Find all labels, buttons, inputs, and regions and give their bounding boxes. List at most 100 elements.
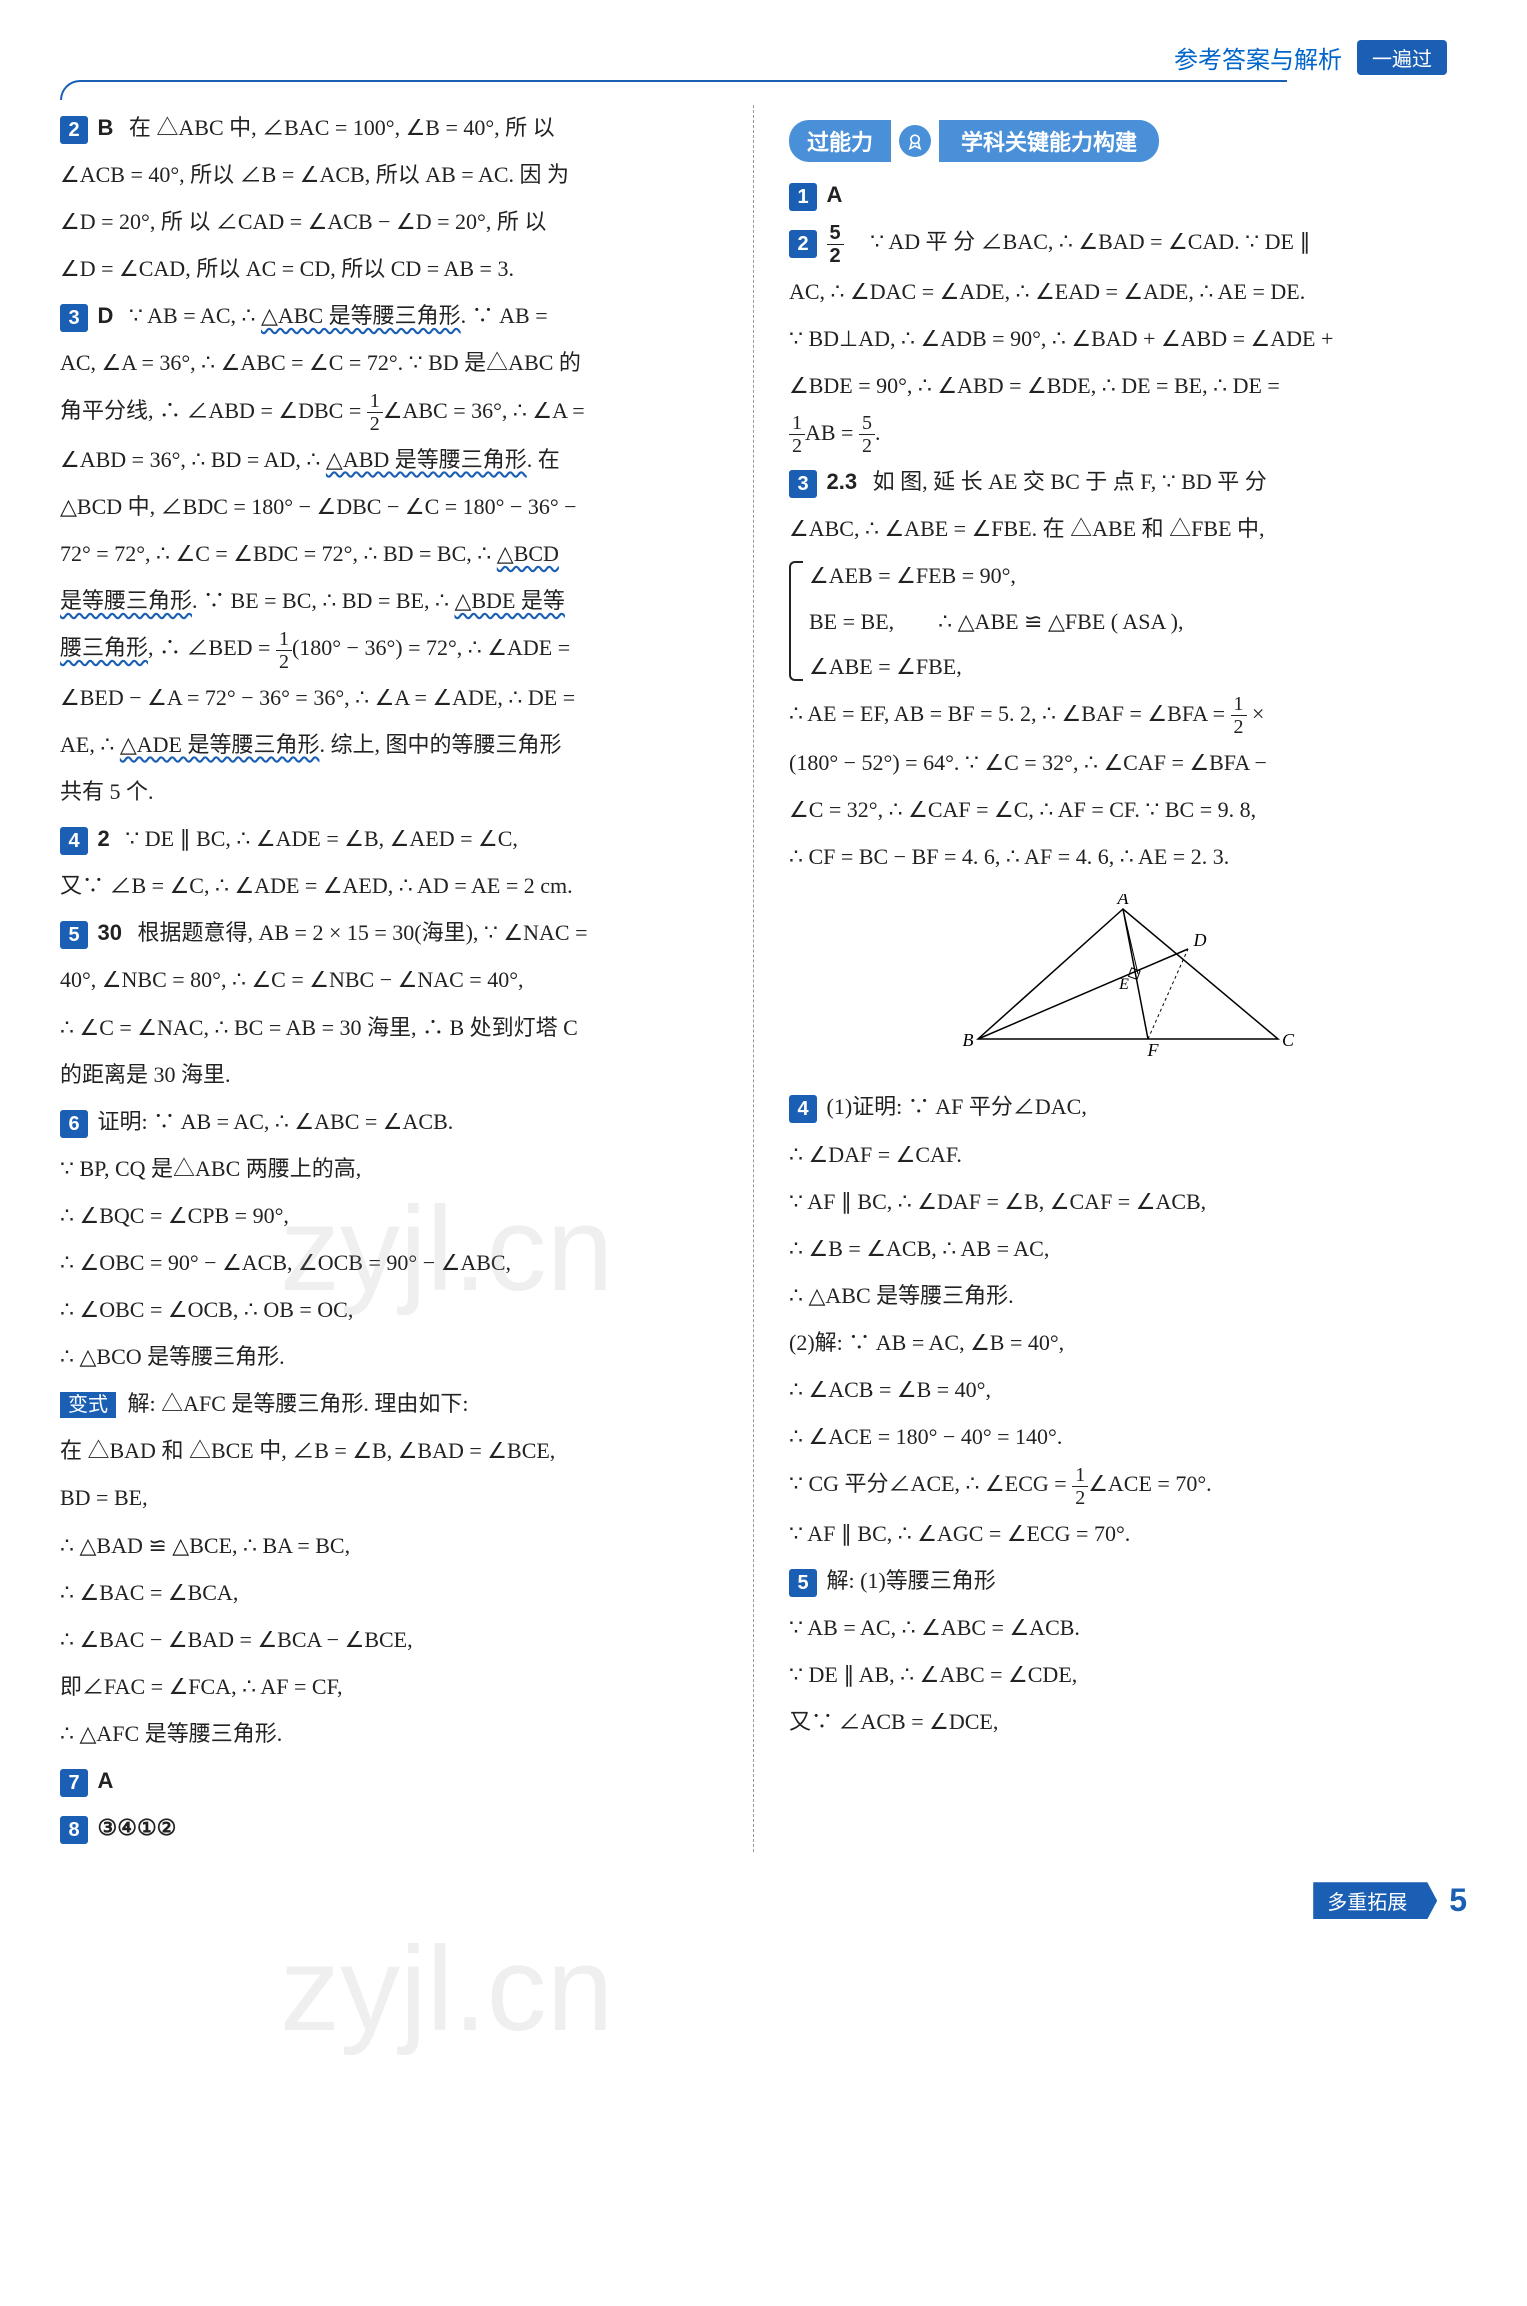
r-q2-line1: 2 52 ∵ AD 平 分 ∠BAC, ∴ ∠BAD = ∠CAD. ∵ DE … xyxy=(789,219,1467,266)
q5-answer: 30 xyxy=(98,920,122,945)
r-q1-line: 1 A xyxy=(789,172,1467,217)
r-q4-text7: ∴ ∠ACB = ∠B = 40°, xyxy=(789,1367,1467,1412)
q3-text11: 共有 5 个. xyxy=(60,769,738,814)
r-q1-number: 1 xyxy=(789,183,817,211)
r-q4-t1: (1)证明: ∵ AF 平分∠DAC, xyxy=(827,1094,1087,1119)
r-q3-text9: ∴ CF = BC − BF = 4. 6, ∴ AF = 4. 6, ∴ AE… xyxy=(789,834,1467,879)
frac-half-3: 12 xyxy=(789,412,805,457)
r-q4-text5: ∴ △ABC 是等腰三角形. xyxy=(789,1273,1467,1318)
q4-answer: 2 xyxy=(98,826,110,851)
q2-text2: ∠ACB = 40°, 所以 ∠B = ∠ACB, 所以 AB = AC. 因 … xyxy=(60,152,738,197)
q2-answer: B xyxy=(98,115,114,140)
diagram-label-f: F xyxy=(1147,1040,1160,1060)
r-q4-text2: ∴ ∠DAF = ∠CAF. xyxy=(789,1132,1467,1177)
r-q3-text8: ∠C = 32°, ∴ ∠CAF = ∠C, ∴ AF = CF. ∵ BC =… xyxy=(789,787,1467,832)
q6-line1: 6 证明: ∵ AB = AC, ∴ ∠ABC = ∠ACB. xyxy=(60,1099,738,1144)
triangle-diagram: A B C D E F xyxy=(789,894,1467,1069)
q3-line8: 腰三角形, ∴ ∠BED = 12(180° − 36°) = 72°, ∴ ∠… xyxy=(60,625,738,672)
q3-u1: △ABC 是等腰三角形 xyxy=(261,303,461,328)
q7-answer: A xyxy=(98,1768,114,1793)
r-q4-text3: ∵ AF ∥ BC, ∴ ∠DAF = ∠B, ∠CAF = ∠ACB, xyxy=(789,1179,1467,1224)
q3-line6: 72° = 72°, ∴ ∠C = ∠BDC = 72°, ∴ BD = BC,… xyxy=(60,531,738,576)
section-pill-right: 学科关键能力构建 xyxy=(939,120,1159,162)
q3-t10b: . 综上, 图中的等腰三角形 xyxy=(319,732,561,757)
header-badge: 一遍过 xyxy=(1357,40,1447,75)
medal-icon xyxy=(899,125,931,157)
frac-half-1: 12 xyxy=(367,390,383,435)
r-q5-t1: 解: (1)等腰三角形 xyxy=(827,1568,996,1593)
q3-t3b: ∠ABC = 36°, ∴ ∠A = xyxy=(383,398,585,423)
r-q3-bracket: ∠AEB = ∠FEB = 90°, BE = BE, ∴ △ABE ≌ △FB… xyxy=(789,553,1467,688)
q3-t3a: 角平分线, ∴ ∠ABD = ∠DBC = xyxy=(60,398,367,423)
q3-answer: D xyxy=(98,303,114,328)
r-q4-text6: (2)解: ∵ AB = AC, ∠B = 40°, xyxy=(789,1320,1467,1365)
diagram-label-e: E xyxy=(1118,976,1129,993)
q6-text2: ∵ BP, CQ 是△ABC 两腰上的高, xyxy=(60,1146,738,1191)
r-q2-answer: 52 xyxy=(827,222,844,267)
watermark-2: zyjl.cn xyxy=(280,1920,613,2058)
r-q3-line4: BE = BE, ∴ △ABE ≌ △FBE ( ASA ), xyxy=(809,599,1467,644)
q3-u3b: 是等腰三角形 xyxy=(60,588,192,613)
q3-u5: △ADE 是等腰三角形 xyxy=(120,732,320,757)
q3-line10: AE, ∴ △ADE 是等腰三角形. 综上, 图中的等腰三角形 xyxy=(60,722,738,767)
variant-line1: 变式 解: △AFC 是等腰三角形. 理由如下: xyxy=(60,1381,738,1426)
q3-t4b: . 在 xyxy=(527,447,560,472)
r-q4-text4: ∴ ∠B = ∠ACB, ∴ AB = AC, xyxy=(789,1226,1467,1271)
q3-t8b: , ∴ ∠BED = xyxy=(148,635,276,660)
diagram-label-c: C xyxy=(1282,1030,1295,1050)
r-q3-answer: 2.3 xyxy=(827,469,858,494)
q3-t6a: 72° = 72°, ∴ ∠C = ∠BDC = 72°, ∴ BD = BC,… xyxy=(60,541,497,566)
q3-text2: AC, ∠A = 36°, ∴ ∠ABC = ∠C = 72°. ∵ BD 是△… xyxy=(60,340,738,385)
r-q3-t3: ∠AEB = ∠FEB = 90°, xyxy=(809,553,1467,598)
var-t1: 解: △AFC 是等腰三角形. 理由如下: xyxy=(128,1391,469,1416)
q6-text4: ∴ ∠OBC = 90° − ∠ACB, ∠OCB = 90° − ∠ABC, xyxy=(60,1240,738,1285)
frac-half-4: 12 xyxy=(1231,693,1247,738)
q4-number: 4 xyxy=(60,827,88,855)
r-q4-line9: ∵ CG 平分∠ACE, ∴ ∠ECG = 12∠ACE = 70°. xyxy=(789,1461,1467,1508)
r-q2-text3: ∵ BD⊥AD, ∴ ∠ADB = 90°, ∴ ∠BAD + ∠ABD = ∠… xyxy=(789,316,1467,361)
r-q3-t6b: × xyxy=(1247,701,1265,726)
r-q5-text3: ∵ DE ∥ AB, ∴ ∠ABC = ∠CDE, xyxy=(789,1652,1467,1697)
r-q3-text7: (180° − 52°) = 64°. ∵ ∠C = 32°, ∴ ∠CAF =… xyxy=(789,740,1467,785)
r-q2-number: 2 xyxy=(789,230,817,258)
frac-5-2: 52 xyxy=(859,412,875,457)
q3-u2: △ABD 是等腰三角形 xyxy=(326,447,527,472)
var-text4: ∴ △BAD ≌ △BCE, ∴ BA = BC, xyxy=(60,1523,738,1568)
q3-t4a: ∠ABD = 36°, ∴ BD = AD, ∴ xyxy=(60,447,326,472)
q3-line7: 是等腰三角形. ∵ BE = BC, ∴ BD = BE, ∴ △BDE 是等 xyxy=(60,578,738,623)
q3-t8c: (180° − 36°) = 72°, ∴ ∠ADE = xyxy=(292,635,570,660)
r-q4-t9b: ∠ACE = 70°. xyxy=(1088,1471,1211,1496)
r-q4-line1: 4 (1)证明: ∵ AF 平分∠DAC, xyxy=(789,1084,1467,1129)
q3-t1: ∵ AB = AC, ∴ xyxy=(129,303,261,328)
r-q2-text4: ∠BDE = 90°, ∴ ∠ABD = ∠BDE, ∴ DE = BE, ∴ … xyxy=(789,363,1467,408)
q3-line3: 角平分线, ∴ ∠ABD = ∠DBC = 12∠ABC = 36°, ∴ ∠A… xyxy=(60,388,738,435)
q6-text3: ∴ ∠BQC = ∠CPB = 90°, xyxy=(60,1193,738,1238)
right-column: 过能力 学科关键能力构建 1 A 2 52 ∵ AD 平 分 ∠BAC, ∴ ∠… xyxy=(779,105,1467,1852)
q5-number: 5 xyxy=(60,921,88,949)
r-q5-text4: 又∵ ∠ACB = ∠DCE, xyxy=(789,1699,1467,1744)
r-q3-line6: ∴ AE = EF, AB = BF = 5. 2, ∴ ∠BAF = ∠BFA… xyxy=(789,691,1467,738)
q6-text5: ∴ ∠OBC = ∠OCB, ∴ OB = OC, xyxy=(60,1287,738,1332)
triangle-svg: A B C D E F xyxy=(948,894,1308,1064)
q7-line: 7 A xyxy=(60,1758,738,1803)
q5-text4: 的距离是 30 海里. xyxy=(60,1052,738,1097)
q2-text1: 在 △ABC 中, ∠BAC = 100°, ∠B = 40°, 所 以 xyxy=(129,115,555,140)
bracket-icon xyxy=(789,561,803,680)
q2-text3: ∠D = 20°, 所 以 ∠CAD = ∠ACB − ∠D = 20°, 所 … xyxy=(60,199,738,244)
q5-text2: 40°, ∠NBC = 80°, ∴ ∠C = ∠NBC − ∠NAC = 40… xyxy=(60,957,738,1002)
q5-line1: 5 30 根据题意得, AB = 2 × 15 = 30(海里), ∵ ∠NAC… xyxy=(60,910,738,955)
q4-t1: ∵ DE ∥ BC, ∴ ∠ADE = ∠B, ∠AED = ∠C, xyxy=(125,826,518,851)
r-q5-number: 5 xyxy=(789,1569,817,1597)
r-q4-number: 4 xyxy=(789,1095,817,1123)
header-title: 参考答案与解析 xyxy=(1174,40,1342,75)
r-q3-number: 3 xyxy=(789,470,817,498)
diagram-label-a: A xyxy=(1117,894,1130,908)
var-text7: 即∠FAC = ∠FCA, ∴ AF = CF, xyxy=(60,1664,738,1709)
r-q4-text10: ∵ AF ∥ BC, ∴ ∠AGC = ∠ECG = 70°. xyxy=(789,1511,1467,1556)
page-number: 5 xyxy=(1449,1882,1467,1919)
q3-text5: △BCD 中, ∠BDC = 180° − ∠DBC − ∠C = 180° −… xyxy=(60,484,738,529)
q2-text4: ∠D = ∠CAD, 所以 AC = CD, 所以 CD = AB = 3. xyxy=(60,246,738,291)
q7-number: 7 xyxy=(60,1769,88,1797)
footer-label: 多重拓展 xyxy=(1313,1882,1437,1919)
q8-answer: ③④①② xyxy=(98,1815,177,1840)
